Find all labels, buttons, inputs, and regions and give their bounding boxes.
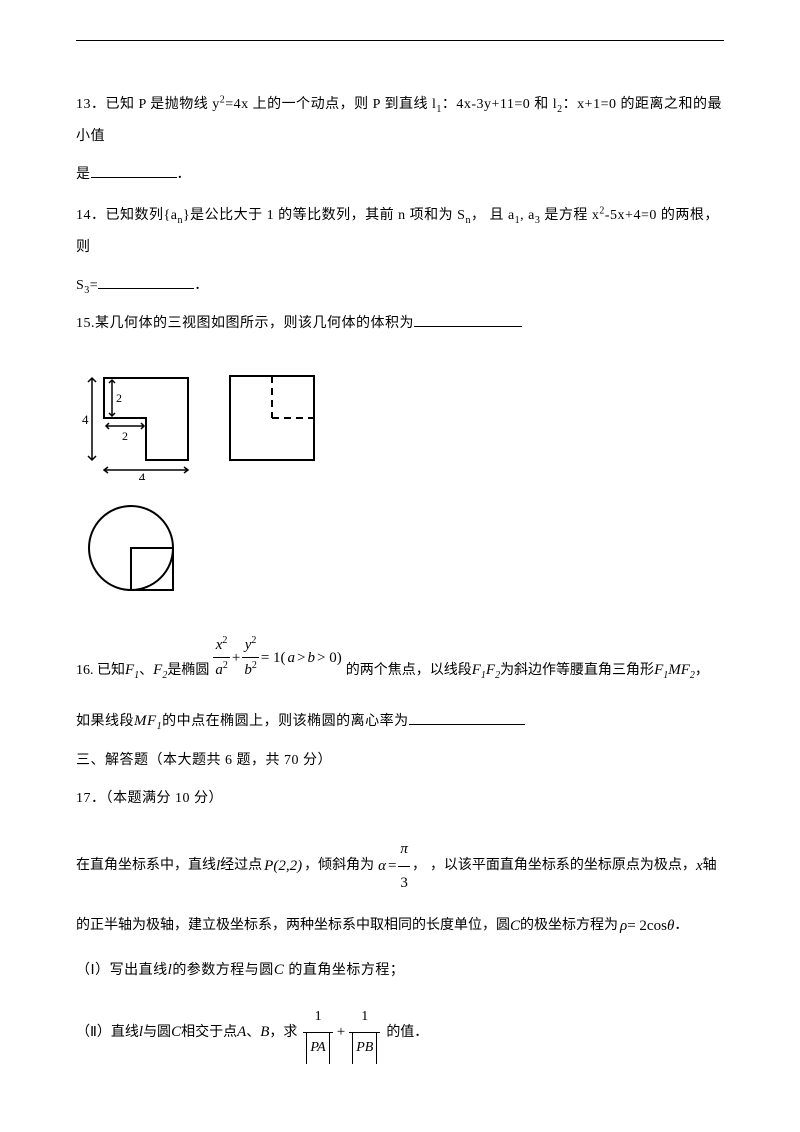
- blank-q14: [98, 275, 194, 289]
- three-view-diagram: 4 2 2: [76, 370, 724, 613]
- question-13-line2: 是．: [76, 159, 724, 191]
- question-17-line2: 的正半轴为极轴，建立极坐标系，两种坐标系中取相同的长度单位，圆C 的极坐标方程为…: [76, 910, 724, 943]
- blank-q16: [409, 711, 525, 725]
- question-17-line1: 在直角坐标系中，直线l经过点 P(2,2) ，倾斜角为 α = π 3 ， ，以…: [76, 833, 724, 900]
- question-17-part2: （Ⅱ）直线l与圆C 相交于点 A 、 B ，求 1 PA + 1 PB 的值．: [76, 1002, 724, 1065]
- question-15: 15.某几何体的三视图如图所示，则该几何体的体积为: [76, 308, 724, 340]
- blank-q13: [91, 164, 177, 178]
- question-14-line2: S3=．: [76, 270, 724, 302]
- dim-2b: 2: [122, 429, 128, 443]
- question-16: 16. 已知 F1 、 F2 是椭圆 x2 a2 + y2 b2 = 1(a >…: [76, 633, 724, 682]
- side-view-svg: [224, 370, 324, 470]
- question-16-line2: 如果线段MF1的中点在椭圆上，则该椭圆的离心率为: [76, 704, 724, 739]
- dim-4-bottom: 4: [139, 470, 146, 480]
- dim-2a: 2: [116, 391, 122, 405]
- top-view-svg: [76, 498, 186, 608]
- q13-text: 13．已知 P 是抛物线 y: [76, 97, 220, 112]
- dim-4-left: 4: [82, 412, 89, 427]
- front-view-svg: 4 2 2: [76, 370, 206, 480]
- question-17-title: 17．（本题满分 10 分）: [76, 783, 724, 815]
- blank-q15: [414, 313, 522, 327]
- question-13: 13．已知 P 是抛物线 y2=4x 上的一个动点，则 P 到直线 l1：4x-…: [76, 89, 724, 153]
- page-top-rule: [76, 40, 724, 41]
- question-14: 14．已知数列{an}是公比大于 1 的等比数列，其前 n 项和为 Sn， 且 …: [76, 200, 724, 264]
- question-17-part1: （Ⅰ）写出直线l的参数方程与圆C 的直角坐标方程；: [76, 953, 724, 988]
- section-3-heading: 三、解答题（本大题共 6 题，共 70 分）: [76, 745, 724, 777]
